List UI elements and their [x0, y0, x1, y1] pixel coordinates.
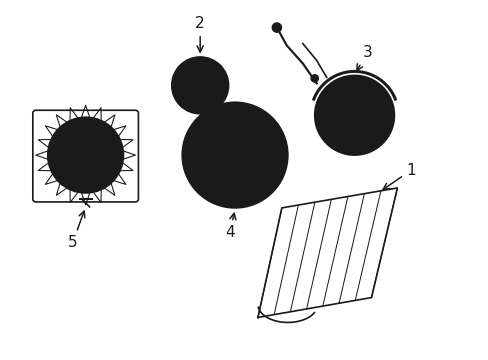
Circle shape	[175, 61, 224, 110]
Circle shape	[80, 149, 91, 161]
Text: 4: 4	[225, 213, 235, 240]
Circle shape	[183, 68, 217, 102]
Circle shape	[63, 133, 107, 177]
Circle shape	[272, 23, 281, 32]
Circle shape	[173, 59, 226, 112]
Circle shape	[310, 75, 318, 82]
Text: 2: 2	[195, 16, 204, 52]
Circle shape	[205, 166, 213, 174]
Circle shape	[347, 108, 361, 122]
Circle shape	[199, 119, 270, 191]
Circle shape	[350, 139, 357, 146]
Text: 3: 3	[356, 45, 372, 71]
Circle shape	[230, 122, 239, 130]
Circle shape	[188, 108, 281, 202]
Circle shape	[48, 117, 123, 193]
Circle shape	[314, 75, 394, 155]
FancyBboxPatch shape	[33, 110, 138, 202]
Circle shape	[192, 112, 277, 198]
Circle shape	[327, 98, 334, 105]
Circle shape	[178, 63, 222, 107]
Circle shape	[74, 143, 98, 167]
Circle shape	[196, 116, 273, 194]
Circle shape	[171, 57, 228, 114]
Circle shape	[223, 143, 246, 167]
Circle shape	[185, 105, 285, 205]
Circle shape	[341, 102, 367, 128]
Circle shape	[182, 102, 287, 208]
Circle shape	[212, 132, 258, 178]
Circle shape	[191, 77, 208, 94]
Circle shape	[256, 166, 264, 174]
Circle shape	[374, 98, 381, 105]
Text: 5: 5	[68, 211, 85, 250]
Text: 1: 1	[383, 162, 415, 189]
